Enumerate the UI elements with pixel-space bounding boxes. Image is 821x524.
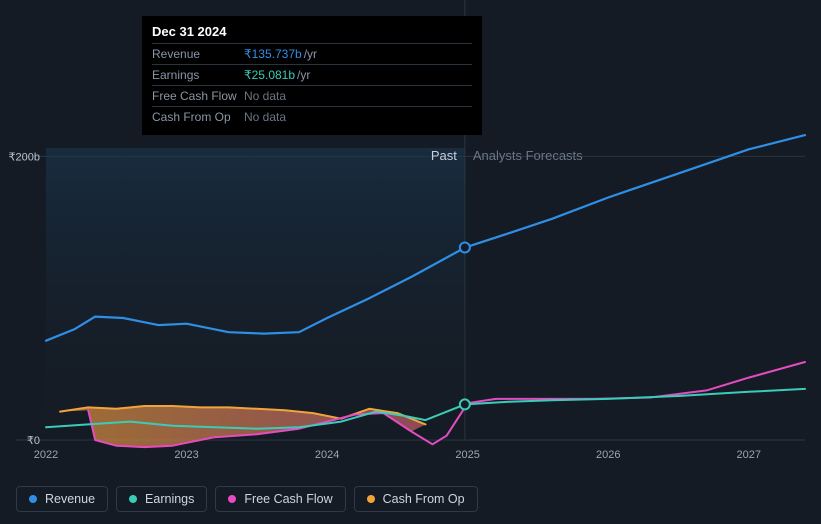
legend-item-label: Revenue (45, 492, 95, 506)
svg-text:2026: 2026 (596, 449, 620, 461)
tooltip-row-value: ₹135.737b (244, 47, 302, 61)
tooltip-row-label: Free Cash Flow (152, 89, 244, 103)
svg-text:Past: Past (431, 148, 457, 163)
svg-text:Analysts Forecasts: Analysts Forecasts (473, 148, 583, 163)
tooltip-date: Dec 31 2024 (152, 24, 472, 43)
legend-dot-icon (367, 495, 375, 503)
svg-text:2023: 2023 (174, 449, 198, 461)
svg-text:₹200b: ₹200b (9, 151, 40, 163)
legend-item-fcf[interactable]: Free Cash Flow (215, 486, 345, 512)
legend-item-label: Earnings (145, 492, 194, 506)
tooltip-row-nodata: No data (244, 110, 286, 124)
tooltip-row: Revenue₹135.737b /yr (152, 43, 472, 64)
svg-text:₹0: ₹0 (27, 435, 40, 447)
legend-item-revenue[interactable]: Revenue (16, 486, 108, 512)
legend-item-label: Free Cash Flow (244, 492, 332, 506)
svg-text:2025: 2025 (455, 449, 479, 461)
legend-item-cfo[interactable]: Cash From Op (354, 486, 478, 512)
tooltip-row-label: Earnings (152, 68, 244, 82)
tooltip-row-suffix: /yr (304, 47, 317, 61)
chart-tooltip: Dec 31 2024 Revenue₹135.737b /yrEarnings… (142, 16, 482, 135)
legend-dot-icon (228, 495, 236, 503)
legend-item-label: Cash From Op (383, 492, 465, 506)
tooltip-row: Earnings₹25.081b /yr (152, 64, 472, 85)
legend-dot-icon (129, 495, 137, 503)
svg-text:2027: 2027 (737, 449, 761, 461)
tooltip-row-label: Cash From Op (152, 110, 244, 124)
legend-dot-icon (29, 495, 37, 503)
tooltip-row-nodata: No data (244, 89, 286, 103)
legend-item-earnings[interactable]: Earnings (116, 486, 207, 512)
tooltip-row: Cash From OpNo data (152, 106, 472, 127)
svg-text:2022: 2022 (34, 449, 58, 461)
tooltip-row-value: ₹25.081b (244, 68, 295, 82)
tooltip-row-suffix: /yr (297, 68, 310, 82)
chart-legend: Revenue Earnings Free Cash Flow Cash From O… (16, 486, 478, 512)
svg-text:2024: 2024 (315, 449, 339, 461)
tooltip-row: Free Cash FlowNo data (152, 85, 472, 106)
tooltip-row-label: Revenue (152, 47, 244, 61)
